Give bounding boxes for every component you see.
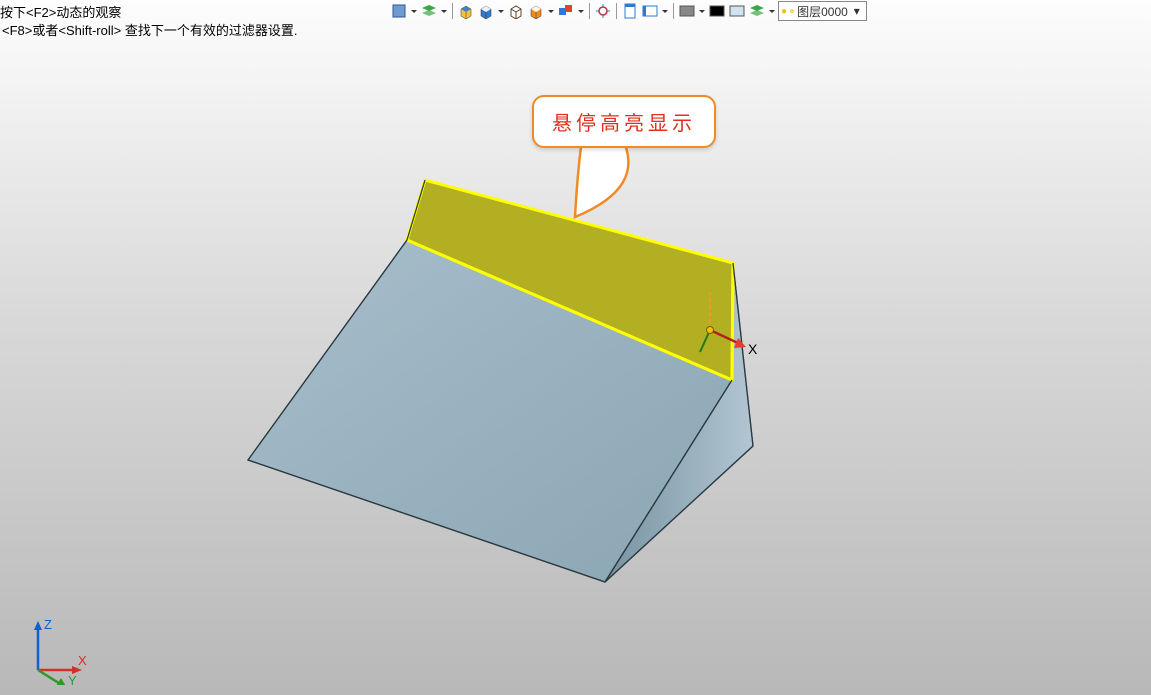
status-line-2: <F8>或者<Shift-roll> 查找下一个有效的过滤器设置. — [2, 20, 297, 39]
toolbar-dropdown-arrow[interactable] — [577, 2, 585, 20]
layers-green-icon[interactable] — [420, 2, 438, 20]
cube-blue-icon[interactable] — [457, 2, 475, 20]
toolbar-dropdown-arrow[interactable] — [768, 2, 776, 20]
cube-iso-icon[interactable] — [477, 2, 495, 20]
toolbar-separator — [452, 3, 453, 19]
hover-highlight-callout: 悬停高亮显示 — [532, 95, 716, 148]
swatch-black-icon[interactable] — [708, 2, 726, 20]
page-landscape-icon[interactable] — [641, 2, 659, 20]
solid-mode-icon[interactable] — [390, 2, 408, 20]
toolbar-separator — [616, 3, 617, 19]
toolbar-separator — [589, 3, 590, 19]
layer-dropdown-arrow[interactable]: ▾ — [850, 4, 864, 18]
toolbar-dropdown-arrow[interactable] — [661, 2, 669, 20]
orange-solid-icon[interactable] — [527, 2, 545, 20]
layers-toggle-icon[interactable] — [748, 2, 766, 20]
view-toolbar: ●●图层0000▾ — [390, 0, 867, 22]
cad-viewport[interactable]: 按下<F2>动态的观察 <F8>或者<Shift-roll> 查找下一个有效的过… — [0, 0, 1151, 695]
layer-bulb-on-icon: ● — [781, 6, 787, 17]
layer-selector[interactable]: ●●图层0000▾ — [778, 1, 867, 21]
csys-z-label: Z — [44, 617, 52, 632]
callout-text: 悬停高亮显示 — [552, 113, 696, 135]
page-portrait-icon[interactable] — [621, 2, 639, 20]
csys-y-label: Y — [68, 673, 77, 685]
csys-x-label: X — [78, 653, 87, 668]
layer-name: 图层0000 — [797, 3, 848, 20]
multi-cube-icon[interactable] — [557, 2, 575, 20]
toolbar-dropdown-arrow[interactable] — [547, 2, 555, 20]
svg-text:X: X — [748, 341, 758, 357]
render-grey-icon[interactable] — [678, 2, 696, 20]
toolbar-separator — [673, 3, 674, 19]
layer-bulb-icon: ● — [789, 6, 795, 17]
toolbar-dropdown-arrow[interactable] — [440, 2, 448, 20]
target-icon[interactable] — [594, 2, 612, 20]
swatch-light-icon[interactable] — [728, 2, 746, 20]
csys-icon: Z X Y — [18, 615, 88, 685]
corner-csys: Z X Y — [18, 615, 88, 685]
wire-cube-icon[interactable] — [507, 2, 525, 20]
status-line-1: 按下<F2>动态的观察 — [0, 2, 121, 21]
toolbar-dropdown-arrow[interactable] — [698, 2, 706, 20]
wcs-triad: X — [705, 325, 775, 405]
toolbar-dropdown-arrow[interactable] — [497, 2, 505, 20]
toolbar-dropdown-arrow[interactable] — [410, 2, 418, 20]
